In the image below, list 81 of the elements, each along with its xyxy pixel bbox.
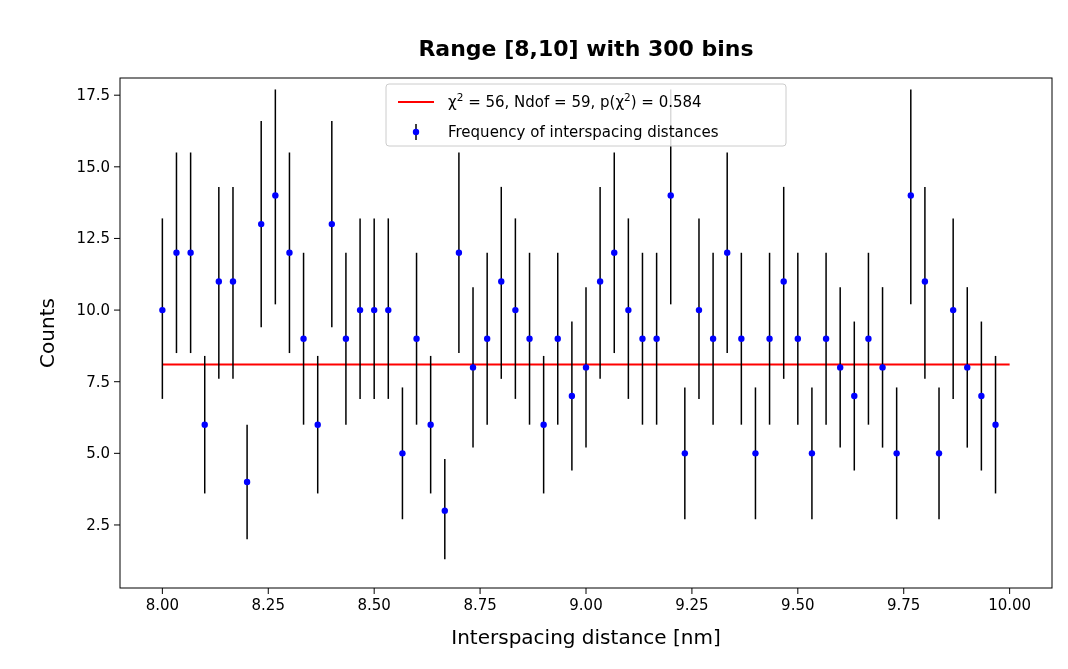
- point: [173, 249, 180, 256]
- point: [738, 335, 745, 342]
- point: [215, 278, 223, 285]
- y-tick-label: 15.0: [76, 157, 110, 176]
- point: [370, 306, 378, 314]
- point: [286, 249, 293, 256]
- point: [526, 335, 533, 342]
- point: [512, 306, 519, 314]
- x-tick-label: 9.25: [675, 596, 709, 614]
- point: [201, 421, 208, 428]
- point: [964, 364, 971, 371]
- chart-title: Range [8,10] with 300 bins: [418, 36, 754, 61]
- point: [822, 335, 830, 342]
- x-tick-label: 10.00: [988, 596, 1032, 614]
- point: [342, 335, 350, 342]
- point: [625, 306, 632, 314]
- x-tick-label: 9.00: [569, 596, 603, 614]
- point: [695, 306, 703, 314]
- point: [851, 392, 858, 400]
- x-tick-label: 8.00: [145, 596, 180, 614]
- point: [441, 507, 448, 514]
- point: [681, 450, 689, 457]
- point: [328, 220, 336, 228]
- point: [413, 335, 420, 342]
- point: [865, 335, 872, 342]
- x-tick-label: 8.25: [251, 596, 285, 614]
- point: [582, 364, 590, 371]
- point: [314, 421, 321, 428]
- point: [258, 220, 265, 228]
- point: [469, 364, 477, 371]
- y-tick-label: 5.0: [86, 444, 110, 463]
- x-tick-label: 9.75: [887, 596, 921, 614]
- point: [187, 249, 194, 256]
- y-tick-label: 7.5: [86, 372, 110, 391]
- y-tick-label: 2.5: [86, 515, 110, 534]
- legend-label: Frequency of interspacing distances: [448, 123, 719, 141]
- point: [272, 192, 279, 199]
- point: [780, 278, 787, 285]
- y-tick-label: 17.5: [76, 86, 110, 105]
- point: [554, 335, 561, 342]
- point: [356, 306, 364, 314]
- x-tick-label: 8.75: [463, 596, 497, 614]
- point: [709, 335, 717, 342]
- point: [907, 192, 914, 199]
- point: [243, 478, 251, 486]
- legend-label: χ$^{2}$ = 56, Ndof = 59, p(χ$^{2}$) = 0.584: [448, 91, 702, 111]
- point: [893, 450, 900, 457]
- y-tick-label: 12.5: [76, 229, 110, 248]
- point: [300, 335, 307, 342]
- point: [427, 421, 434, 428]
- point: [399, 450, 406, 457]
- point: [653, 335, 660, 342]
- point: [935, 450, 943, 457]
- point: [724, 249, 731, 256]
- point: [836, 364, 844, 371]
- y-tick-label: 10.0: [76, 301, 110, 320]
- point: [766, 335, 773, 342]
- point: [455, 249, 463, 256]
- point: [752, 450, 759, 457]
- point: [808, 450, 816, 457]
- x-tick-label: 9.50: [781, 596, 815, 614]
- point: [921, 278, 929, 285]
- point: [498, 278, 505, 285]
- point: [639, 335, 646, 342]
- point: [385, 306, 392, 314]
- point: [159, 306, 166, 314]
- point: [596, 278, 604, 285]
- x-axis-title: Interspacing distance [nm]: [451, 625, 721, 649]
- point: [794, 335, 802, 342]
- point: [483, 335, 491, 342]
- x-tick-label: 8.50: [357, 596, 391, 614]
- point: [540, 421, 547, 428]
- point: [568, 392, 576, 400]
- point: [992, 421, 999, 428]
- point: [611, 249, 618, 256]
- y-axis-title: Counts: [35, 298, 59, 368]
- point: [978, 392, 985, 400]
- point: [879, 364, 886, 371]
- point: [229, 278, 237, 285]
- point: [949, 306, 957, 314]
- point: [667, 192, 674, 199]
